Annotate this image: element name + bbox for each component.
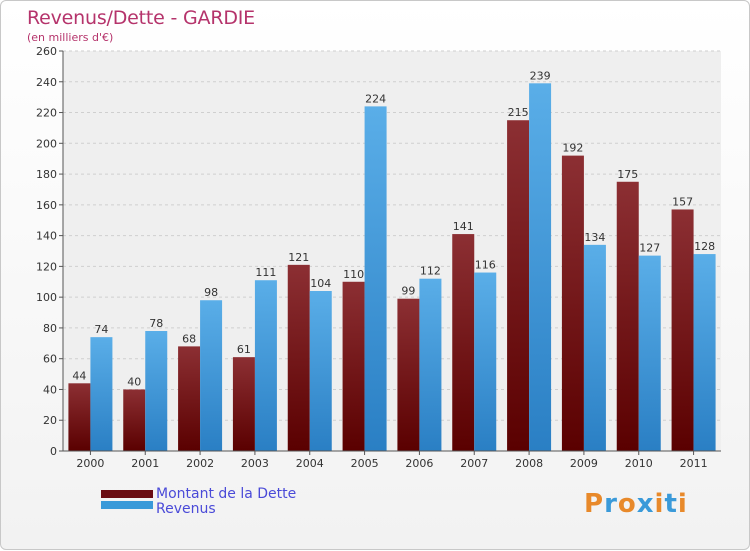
legend-swatch-dette <box>101 490 153 498</box>
data-label-revenus: 104 <box>310 277 331 290</box>
bar-revenus <box>529 83 552 452</box>
logo-letter: o <box>617 489 637 519</box>
logo-letter: P <box>584 489 605 519</box>
data-label-revenus: 98 <box>204 286 218 299</box>
x-tick-label: 2004 <box>296 457 324 470</box>
bar-dette <box>671 209 694 451</box>
y-tick-label: 80 <box>43 322 57 335</box>
y-tick-label: 140 <box>36 230 57 243</box>
bar-revenus <box>254 280 277 451</box>
x-tick-label: 2003 <box>241 457 269 470</box>
bar-dette <box>178 346 201 451</box>
bar-dette <box>232 357 255 451</box>
data-label-dette: 99 <box>401 285 415 298</box>
plot-area <box>63 51 721 451</box>
data-label-revenus: 127 <box>639 242 660 255</box>
logo-letter: x <box>636 489 655 519</box>
bar-revenus <box>419 278 442 451</box>
bar-layer <box>68 83 716 452</box>
x-tick-label: 2000 <box>76 457 104 470</box>
data-label-dette: 40 <box>127 375 141 388</box>
y-tick-label: 200 <box>36 137 57 150</box>
chart-title: Revenus/Dette - GARDIE <box>27 7 255 29</box>
bar-revenus <box>693 254 716 451</box>
proxiti-logo: Proxiti <box>584 489 688 519</box>
y-tick-label: 120 <box>36 260 57 273</box>
y-tick-label: 100 <box>36 291 57 304</box>
logo-letter: i <box>654 489 665 519</box>
data-label-dette: 192 <box>562 142 583 155</box>
x-tick-label: 2009 <box>570 457 598 470</box>
data-label-dette: 61 <box>237 343 251 356</box>
data-label-revenus: 224 <box>365 92 386 105</box>
y-tick-label: 220 <box>36 107 57 120</box>
y-tick-label: 260 <box>36 45 57 58</box>
y-tick-label: 60 <box>43 353 57 366</box>
bar-revenus <box>638 255 661 451</box>
bar-dette <box>507 120 530 451</box>
legend-label-revenus: Revenus <box>156 501 216 517</box>
chart-subtitle: (en milliers d'€) <box>27 31 114 44</box>
logo-letter: r <box>604 489 618 519</box>
legend-swatch-revenus <box>101 501 153 509</box>
data-label-dette: 68 <box>182 332 196 345</box>
legend-label-dette: Montant de la Dette <box>156 486 297 502</box>
y-tick-label: 180 <box>36 168 57 181</box>
data-label-dette: 121 <box>288 251 309 264</box>
x-tick-label: 2006 <box>405 457 433 470</box>
y-tick-label: 40 <box>43 383 57 396</box>
data-label-revenus: 239 <box>530 69 551 82</box>
x-tick-label: 2005 <box>351 457 379 470</box>
bar-revenus <box>364 106 387 451</box>
data-label-revenus: 112 <box>420 265 441 278</box>
x-tick-label: 2002 <box>186 457 214 470</box>
x-tick-label: 2007 <box>460 457 488 470</box>
bar-dette <box>397 298 420 451</box>
bar-revenus <box>145 331 168 451</box>
data-label-dette: 44 <box>72 369 86 382</box>
bar-dette <box>342 281 365 451</box>
data-label-revenus: 134 <box>584 231 605 244</box>
bar-revenus <box>474 272 497 451</box>
x-tick-label: 2011 <box>680 457 708 470</box>
data-label-dette: 110 <box>343 268 364 281</box>
data-label-revenus: 128 <box>694 240 715 253</box>
bar-revenus <box>200 300 223 451</box>
axis-layer: 0 20 40 60 80 100 120 140 160 180 200 220 240 260 2000… <box>36 45 721 470</box>
y-tick-label: 160 <box>36 199 57 212</box>
data-label-revenus: 111 <box>255 266 276 279</box>
logo-letter: i <box>677 489 688 519</box>
x-tick-label: 2008 <box>515 457 543 470</box>
data-label-revenus: 116 <box>475 259 496 272</box>
grid-layer <box>63 50 721 452</box>
bar-dette <box>68 383 91 451</box>
data-label-dette: 175 <box>617 168 638 181</box>
data-label-revenus: 78 <box>149 317 163 330</box>
bar-dette <box>561 155 584 451</box>
bar-dette <box>287 264 310 451</box>
x-tick-label: 2010 <box>625 457 653 470</box>
data-label-dette: 157 <box>672 195 693 208</box>
bar-dette <box>452 234 475 451</box>
y-tick-label: 240 <box>36 76 57 89</box>
data-label-dette: 141 <box>453 220 474 233</box>
logo-letter: t <box>664 489 678 519</box>
y-tick-label: 20 <box>43 414 57 427</box>
bar-revenus <box>90 337 113 451</box>
data-label-revenus: 74 <box>94 323 108 336</box>
bar-revenus <box>583 244 606 451</box>
bar-dette <box>616 181 639 451</box>
y-tick-label: 0 <box>50 445 57 458</box>
data-label-dette: 215 <box>508 106 529 119</box>
bar-revenus <box>309 291 332 451</box>
bar-dette <box>123 389 146 451</box>
x-tick-label: 2001 <box>131 457 159 470</box>
